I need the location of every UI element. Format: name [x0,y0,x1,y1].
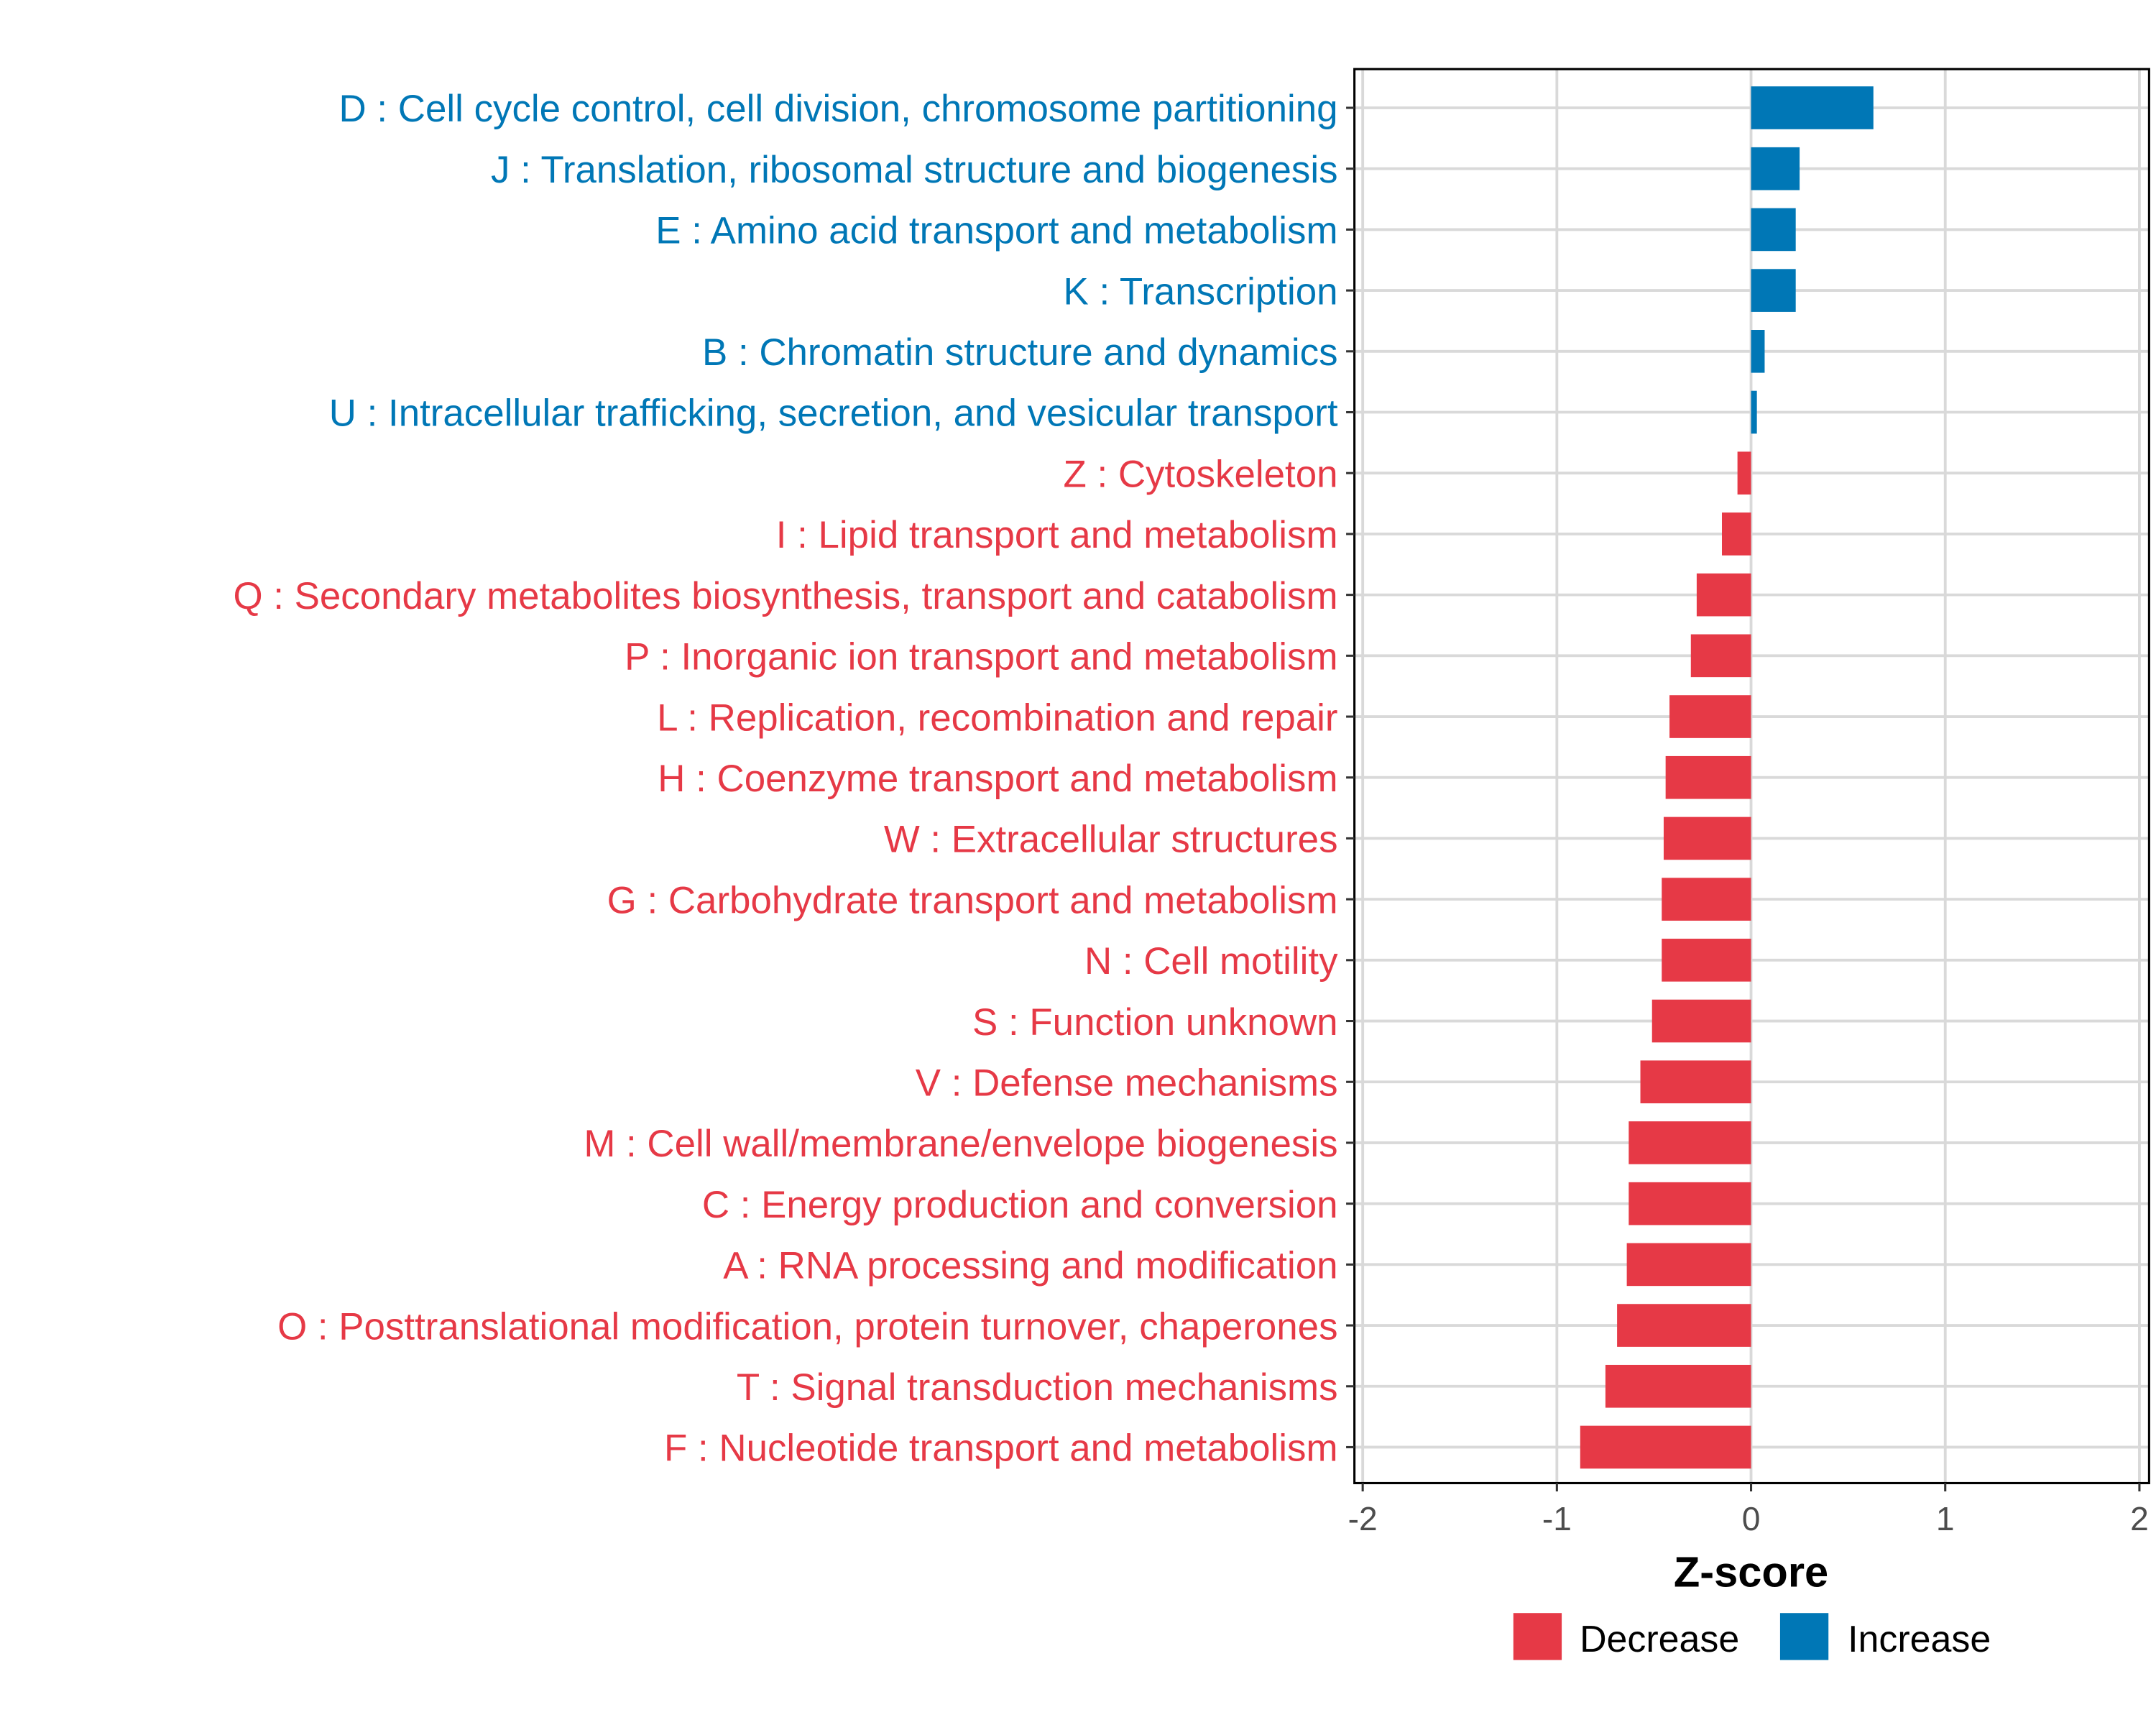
category-label: M : Cell wall/membrane/envelope biogenes… [584,1123,1337,1165]
bar [1722,512,1751,556]
category-label: U : Intracellular trafficking, secretion… [329,392,1338,435]
legend-label-decrease: Decrease [1580,1619,1739,1660]
bar [1663,816,1751,860]
category-label: B : Chromatin structure and dynamics [702,331,1338,374]
category-label: G : Carbohydrate transport and metabolis… [607,879,1338,921]
x-tick-label: -2 [1348,1500,1378,1537]
category-label: J : Translation, ribosomal structure and… [491,149,1338,191]
category-label: I : Lipid transport and metabolism [776,514,1338,556]
category-label: T : Signal transduction mechanisms [737,1366,1338,1409]
category-label: Z : Cytoskeleton [1064,453,1338,495]
category-label: W : Extracellular structures [884,819,1338,861]
bars [1580,86,1874,1469]
category-label: A : RNA processing and modification [723,1245,1337,1287]
bar [1662,878,1751,921]
grid-lines [1354,69,2150,1484]
bar [1751,330,1765,373]
category-label: O : Posttranslational modification, prot… [277,1305,1337,1348]
category-label: K : Transcription [1064,270,1338,313]
bar [1617,1304,1751,1347]
category-label: Q : Secondary metabolites biosynthesis, … [233,575,1337,617]
bar [1751,390,1757,434]
x-tick-label: 0 [1742,1500,1761,1537]
bar [1696,573,1751,617]
legend: Decrease Increase [1513,1613,1991,1660]
bar [1737,451,1751,495]
category-label: C : Energy production and conversion [702,1184,1338,1226]
category-label: N : Cell motility [1084,940,1338,983]
category-labels: D : Cell cycle control, cell division, c… [233,88,1355,1470]
bar [1751,86,1874,129]
x-tick-label: -1 [1542,1500,1572,1537]
category-label: V : Defense mechanisms [916,1062,1338,1104]
bar [1751,269,1796,312]
bar [1580,1425,1751,1469]
legend-label-increase: Increase [1848,1619,1991,1660]
bar [1669,695,1751,738]
bar [1628,1121,1751,1164]
bar [1605,1364,1751,1408]
category-label: P : Inorganic ion transport and metaboli… [625,636,1337,678]
bar [1626,1243,1751,1287]
legend-swatch-decrease [1513,1613,1562,1660]
x-axis-ticks: -2 -1 0 1 2 [1348,1483,2149,1537]
category-label: L : Replication, recombination and repai… [657,696,1337,739]
bar [1690,634,1751,678]
bar [1751,147,1800,190]
bar [1640,1060,1751,1104]
category-label: E : Amino acid transport and metabolism [655,210,1337,252]
legend-swatch-increase [1779,1613,1829,1660]
x-tick-label: 2 [2130,1500,2149,1537]
category-label: D : Cell cycle control, cell division, c… [339,88,1338,130]
bar [1628,1182,1751,1225]
bar [1662,939,1751,982]
category-label: F : Nucleotide transport and metabolism [664,1427,1338,1470]
bar [1665,755,1751,799]
category-label: H : Coenzyme transport and metabolism [658,758,1337,800]
category-label: S : Function unknown [972,1001,1337,1044]
x-tick-label: 1 [1936,1500,1955,1537]
bar [1651,999,1751,1043]
x-axis-title: Z-score [1674,1548,1828,1596]
bar [1751,208,1796,252]
